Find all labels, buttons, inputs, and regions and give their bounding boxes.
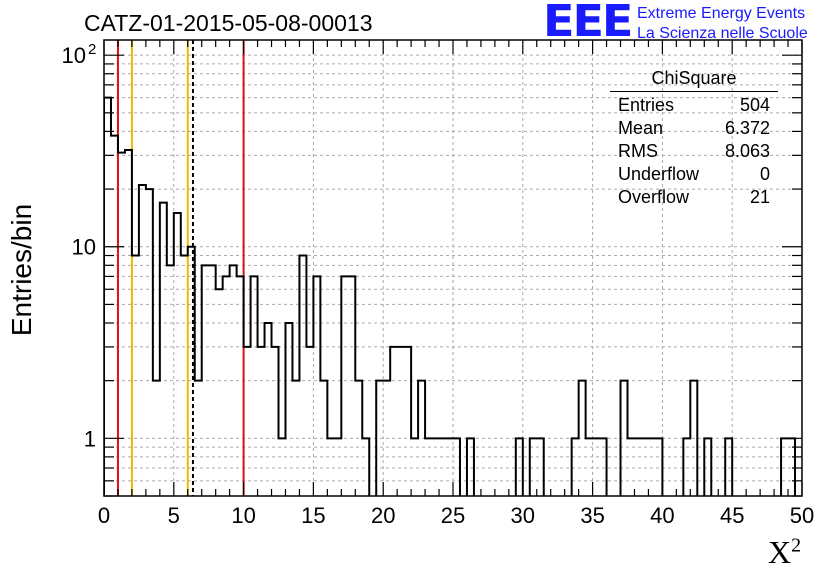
stats-row-mean: Mean 6.372 <box>610 117 778 140</box>
stats-box: ChiSquare Entries 504 Mean 6.372 RMS 8.063 Und… <box>610 66 778 209</box>
stats-rows: Entries 504 Mean 6.372 RMS 8.063 Underflow 0 Ove… <box>610 94 778 209</box>
histogram-series <box>104 96 797 496</box>
x-tick-label: 5 <box>168 503 180 528</box>
y-tick-label: 1 <box>84 426 96 451</box>
stats-row-underflow: Underflow 0 <box>610 163 778 186</box>
x-tick-label: 20 <box>371 503 395 528</box>
logo-mark: EEE <box>543 0 633 47</box>
stats-row-rms: RMS 8.063 <box>610 140 778 163</box>
stats-label: Underflow <box>618 164 700 184</box>
x-tick-label: 15 <box>301 503 325 528</box>
x-tick-label: 45 <box>720 503 744 528</box>
logo-line-2: La Scienza nelle Scuole <box>637 25 808 42</box>
stats-value: 8.063 <box>724 141 770 161</box>
x-tick-label: 35 <box>580 503 604 528</box>
stats-label: RMS <box>618 141 658 161</box>
stats-label: Overflow <box>618 187 690 207</box>
y-tick-label-base: 10 <box>62 43 86 68</box>
y-tick-label-exponent: 2 <box>88 41 96 58</box>
stats-label: Entries <box>618 95 675 115</box>
x-axis-label-exponent: 2 <box>791 534 802 557</box>
x-tick-label: 40 <box>650 503 674 528</box>
x-axis-label: X2 <box>768 534 801 571</box>
x-tick-label: 10 <box>231 503 255 528</box>
x-tick-label: 30 <box>511 503 535 528</box>
stats-value: 0 <box>759 164 770 184</box>
stats-value: 6.372 <box>724 118 770 138</box>
x-tick-label: 50 <box>790 503 814 528</box>
stats-row-overflow: Overflow 21 <box>610 186 778 209</box>
y-tick-label-base: 10 <box>72 235 96 260</box>
eee-logo: EEE Extreme Energy Events La Scienza nel… <box>543 0 833 48</box>
stats-title: ChiSquare <box>610 66 778 92</box>
chart-title: CATZ-01-2015-05-08-00013 <box>84 10 373 36</box>
y-tick-label: 10 <box>62 43 86 68</box>
stats-label: Mean <box>618 118 664 138</box>
x-tick-label: 0 <box>98 503 110 528</box>
stats-value: 504 <box>739 95 770 115</box>
y-tick-label-base: 1 <box>84 426 96 451</box>
stats-value: 21 <box>749 187 770 207</box>
logo-line-1: Extreme Energy Events <box>637 5 806 22</box>
x-tick-label: 25 <box>441 503 465 528</box>
y-tick-label: 10 <box>72 235 96 260</box>
x-axis-label-base: X <box>768 534 792 570</box>
stats-row-entries: Entries 504 <box>610 94 778 117</box>
